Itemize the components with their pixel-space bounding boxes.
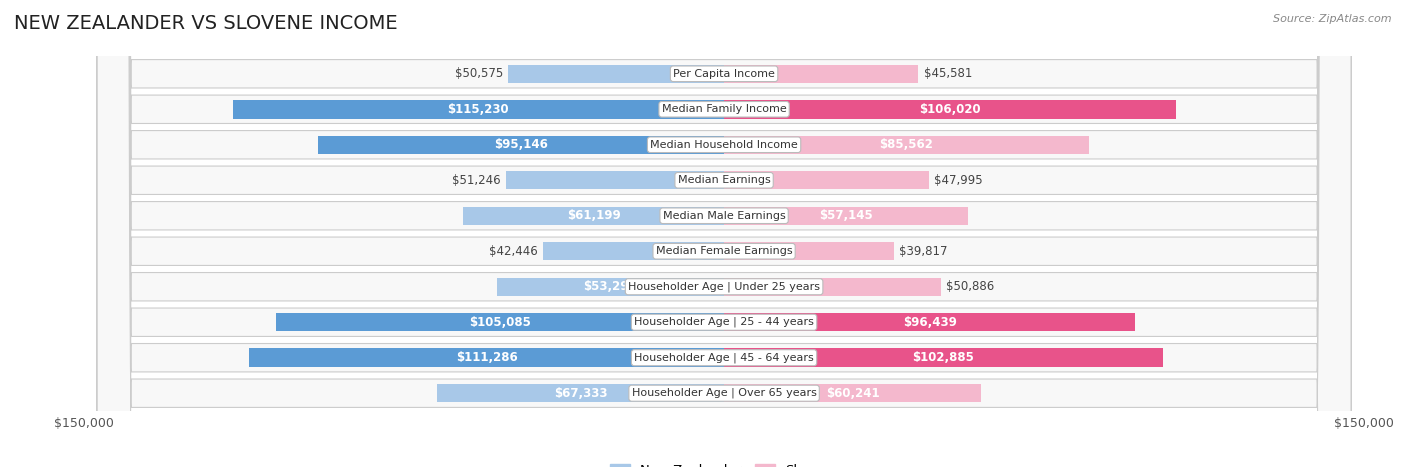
Text: $51,246: $51,246 [451, 174, 501, 187]
FancyBboxPatch shape [97, 0, 1351, 467]
Text: $39,817: $39,817 [898, 245, 948, 258]
Bar [724, 242, 894, 261]
Text: $111,286: $111,286 [456, 351, 517, 364]
FancyBboxPatch shape [97, 0, 1351, 467]
FancyBboxPatch shape [97, 0, 1351, 467]
Text: $61,199: $61,199 [567, 209, 620, 222]
Text: $53,294: $53,294 [583, 280, 637, 293]
Text: Median Family Income: Median Family Income [662, 104, 786, 114]
Bar [509, 64, 724, 83]
Bar [543, 242, 724, 261]
Bar [724, 348, 1163, 367]
Bar [724, 135, 1090, 154]
Bar [463, 206, 724, 225]
Bar [249, 348, 724, 367]
Bar [496, 277, 724, 296]
Text: Median Household Income: Median Household Income [650, 140, 799, 150]
Bar [232, 100, 724, 119]
FancyBboxPatch shape [97, 0, 1351, 467]
Text: $47,995: $47,995 [934, 174, 983, 187]
FancyBboxPatch shape [97, 0, 1351, 467]
Bar [724, 206, 967, 225]
Text: Median Earnings: Median Earnings [678, 175, 770, 185]
Text: Median Female Earnings: Median Female Earnings [655, 246, 793, 256]
Text: $105,085: $105,085 [470, 316, 531, 329]
Legend: New Zealander, Slovene: New Zealander, Slovene [605, 459, 844, 467]
FancyBboxPatch shape [97, 0, 1351, 467]
Text: $60,241: $60,241 [825, 387, 879, 400]
Text: $45,581: $45,581 [924, 67, 972, 80]
Text: Householder Age | Under 25 years: Householder Age | Under 25 years [628, 282, 820, 292]
FancyBboxPatch shape [97, 0, 1351, 467]
FancyBboxPatch shape [97, 0, 1351, 467]
FancyBboxPatch shape [97, 0, 1351, 467]
Text: $85,562: $85,562 [880, 138, 934, 151]
Text: $67,333: $67,333 [554, 387, 607, 400]
Bar [724, 64, 918, 83]
Text: $57,145: $57,145 [820, 209, 873, 222]
Bar [318, 135, 724, 154]
Text: Per Capita Income: Per Capita Income [673, 69, 775, 79]
Bar [724, 100, 1177, 119]
Text: $95,146: $95,146 [495, 138, 548, 151]
Bar [724, 171, 929, 190]
Text: Source: ZipAtlas.com: Source: ZipAtlas.com [1274, 14, 1392, 24]
Text: $50,886: $50,886 [946, 280, 994, 293]
Text: $42,446: $42,446 [489, 245, 538, 258]
FancyBboxPatch shape [97, 0, 1351, 467]
Text: $115,230: $115,230 [447, 103, 509, 116]
Bar [724, 277, 941, 296]
Text: $96,439: $96,439 [903, 316, 956, 329]
Bar [506, 171, 724, 190]
Text: $50,575: $50,575 [456, 67, 503, 80]
Bar [724, 384, 981, 403]
Text: Householder Age | 25 - 44 years: Householder Age | 25 - 44 years [634, 317, 814, 327]
Text: $102,885: $102,885 [912, 351, 974, 364]
Text: $106,020: $106,020 [920, 103, 981, 116]
Bar [724, 313, 1136, 332]
Bar [276, 313, 724, 332]
Bar [437, 384, 724, 403]
Text: Median Male Earnings: Median Male Earnings [662, 211, 786, 221]
Text: NEW ZEALANDER VS SLOVENE INCOME: NEW ZEALANDER VS SLOVENE INCOME [14, 14, 398, 33]
Text: Householder Age | Over 65 years: Householder Age | Over 65 years [631, 388, 817, 398]
Text: Householder Age | 45 - 64 years: Householder Age | 45 - 64 years [634, 353, 814, 363]
